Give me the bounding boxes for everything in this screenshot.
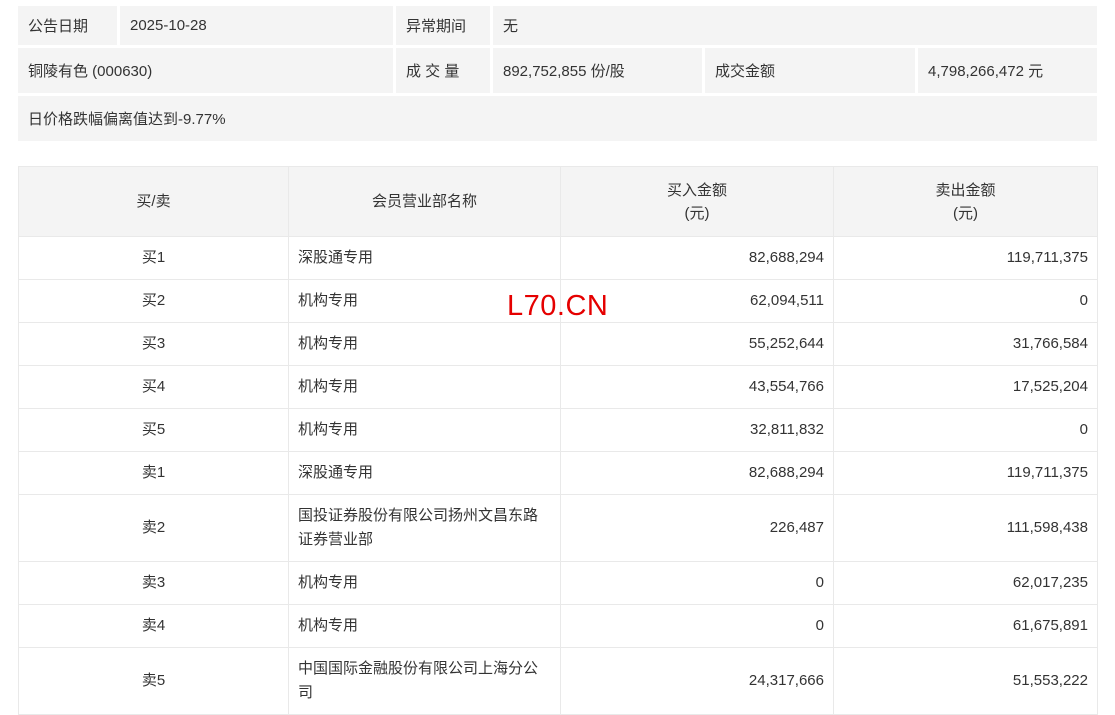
buy-amount-cell: 0 xyxy=(560,561,834,605)
table-row: 买2 机构专用 62,094,511 0 xyxy=(18,279,1098,323)
branch-name-cell: 机构专用 xyxy=(288,322,561,366)
sell-amount-cell: 61,675,891 xyxy=(833,604,1098,648)
table-row: 卖1 深股通专用 82,688,294 119,711,375 xyxy=(18,451,1098,495)
rank-cell: 买2 xyxy=(18,279,289,323)
abnormal-period-label: 异常期间 xyxy=(396,6,490,45)
abnormal-period-value: 无 xyxy=(493,6,1097,45)
volume-value: 892,752,855 份/股 xyxy=(493,48,702,93)
rank-cell: 卖4 xyxy=(18,604,289,648)
sell-amount-cell: 17,525,204 xyxy=(833,365,1098,409)
branch-name-cell: 机构专用 xyxy=(288,279,561,323)
branch-name-cell: 中国国际金融股份有限公司上海分公司 xyxy=(288,647,561,715)
sell-amount-cell: 62,017,235 xyxy=(833,561,1098,605)
branch-name-cell: 机构专用 xyxy=(288,408,561,452)
table-header: 买/卖 会员营业部名称 买入金额 (元) 卖出金额 (元) xyxy=(18,166,1098,237)
stock-title: 铜陵有色 (000630) xyxy=(18,48,393,93)
table-row: 卖3 机构专用 0 62,017,235 xyxy=(18,561,1098,605)
sell-amount-cell: 119,711,375 xyxy=(833,236,1098,280)
abnormal-reason-text: 日价格跌幅偏离值达到-9.77% xyxy=(18,96,1097,141)
rank-cell: 卖1 xyxy=(18,451,289,495)
announce-date-value: 2025-10-28 xyxy=(120,6,393,45)
table-row: 买3 机构专用 55,252,644 31,766,584 xyxy=(18,322,1098,366)
rank-cell: 买5 xyxy=(18,408,289,452)
rank-cell: 卖5 xyxy=(18,647,289,715)
rank-cell: 买3 xyxy=(18,322,289,366)
volume-label: 成 交 量 xyxy=(396,48,490,93)
branch-name-cell: 国投证券股份有限公司扬州文昌东路证券营业部 xyxy=(288,494,561,562)
broker-seat-table: 买/卖 会员营业部名称 买入金额 (元) 卖出金额 (元) 买1 深股通专用 82,… xyxy=(18,166,1098,715)
summary-row-announcement: 公告日期 2025-10-28 异常期间 无 xyxy=(18,6,1097,45)
col-header-sell-amount-line2: (元) xyxy=(953,204,978,222)
table-row: 卖5 中国国际金融股份有限公司上海分公司 24,317,666 51,553,222 xyxy=(18,647,1098,715)
branch-name-cell: 机构专用 xyxy=(288,365,561,409)
col-header-sell-amount: 卖出金额 (元) xyxy=(833,166,1098,237)
buy-amount-cell: 43,554,766 xyxy=(560,365,834,409)
table-row: 卖2 国投证券股份有限公司扬州文昌东路证券营业部 226,487 111,598,43… xyxy=(18,494,1098,562)
col-header-buy-sell: 买/卖 xyxy=(18,166,289,237)
buy-amount-cell: 32,811,832 xyxy=(560,408,834,452)
table-header-row: 买/卖 会员营业部名称 买入金额 (元) 卖出金额 (元) xyxy=(18,166,1098,237)
rank-cell: 买1 xyxy=(18,236,289,280)
sell-amount-cell: 0 xyxy=(833,279,1098,323)
col-header-sell-amount-line1: 卖出金额 xyxy=(935,181,996,199)
sell-amount-cell: 0 xyxy=(833,408,1098,452)
buy-amount-cell: 82,688,294 xyxy=(560,236,834,280)
branch-name-cell: 深股通专用 xyxy=(288,236,561,280)
col-header-buy-amount-line2: (元) xyxy=(684,204,710,222)
buy-amount-cell: 62,094,511 xyxy=(560,279,834,323)
announce-date-label: 公告日期 xyxy=(18,6,117,45)
branch-name-cell: 深股通专用 xyxy=(288,451,561,495)
rank-cell: 卖2 xyxy=(18,494,289,562)
col-header-branch-name: 会员营业部名称 xyxy=(288,166,561,237)
rank-cell: 买4 xyxy=(18,365,289,409)
turnover-label: 成交金额 xyxy=(705,48,915,93)
buy-amount-cell: 0 xyxy=(560,604,834,648)
col-header-buy-sell-line1: 买/卖 xyxy=(136,193,171,210)
branch-name-cell: 机构专用 xyxy=(288,604,561,648)
branch-name-cell: 机构专用 xyxy=(288,561,561,605)
rank-cell: 卖3 xyxy=(18,561,289,605)
sell-amount-cell: 119,711,375 xyxy=(833,451,1098,495)
col-header-buy-amount: 买入金额 (元) xyxy=(560,166,834,237)
table-row: 买5 机构专用 32,811,832 0 xyxy=(18,408,1098,452)
buy-amount-cell: 55,252,644 xyxy=(560,322,834,366)
buy-amount-cell: 226,487 xyxy=(560,494,834,562)
turnover-value: 4,798,266,472 元 xyxy=(918,48,1097,93)
buy-amount-cell: 24,317,666 xyxy=(560,647,834,715)
buy-amount-cell: 82,688,294 xyxy=(560,451,834,495)
table-body: 买1 深股通专用 82,688,294 119,711,375 买2 机构专用 62,094… xyxy=(18,236,1098,715)
sell-amount-cell: 111,598,438 xyxy=(833,494,1098,562)
col-header-buy-amount-line1: 买入金额 xyxy=(666,181,727,199)
summary-row-reason: 日价格跌幅偏离值达到-9.77% xyxy=(18,96,1097,141)
sell-amount-cell: 31,766,584 xyxy=(833,322,1098,366)
table-row: 买1 深股通专用 82,688,294 119,711,375 xyxy=(18,236,1098,280)
col-header-branch-name-line1: 会员营业部名称 xyxy=(371,193,477,210)
summary-panel: 公告日期 2025-10-28 异常期间 无 铜陵有色 (000630) 成 交… xyxy=(18,6,1097,141)
summary-row-stock: 铜陵有色 (000630) 成 交 量 892,752,855 份/股 成交金额… xyxy=(18,48,1097,93)
table-row: 买4 机构专用 43,554,766 17,525,204 xyxy=(18,365,1098,409)
sell-amount-cell: 51,553,222 xyxy=(833,647,1098,715)
table-row: 卖4 机构专用 0 61,675,891 xyxy=(18,604,1098,648)
